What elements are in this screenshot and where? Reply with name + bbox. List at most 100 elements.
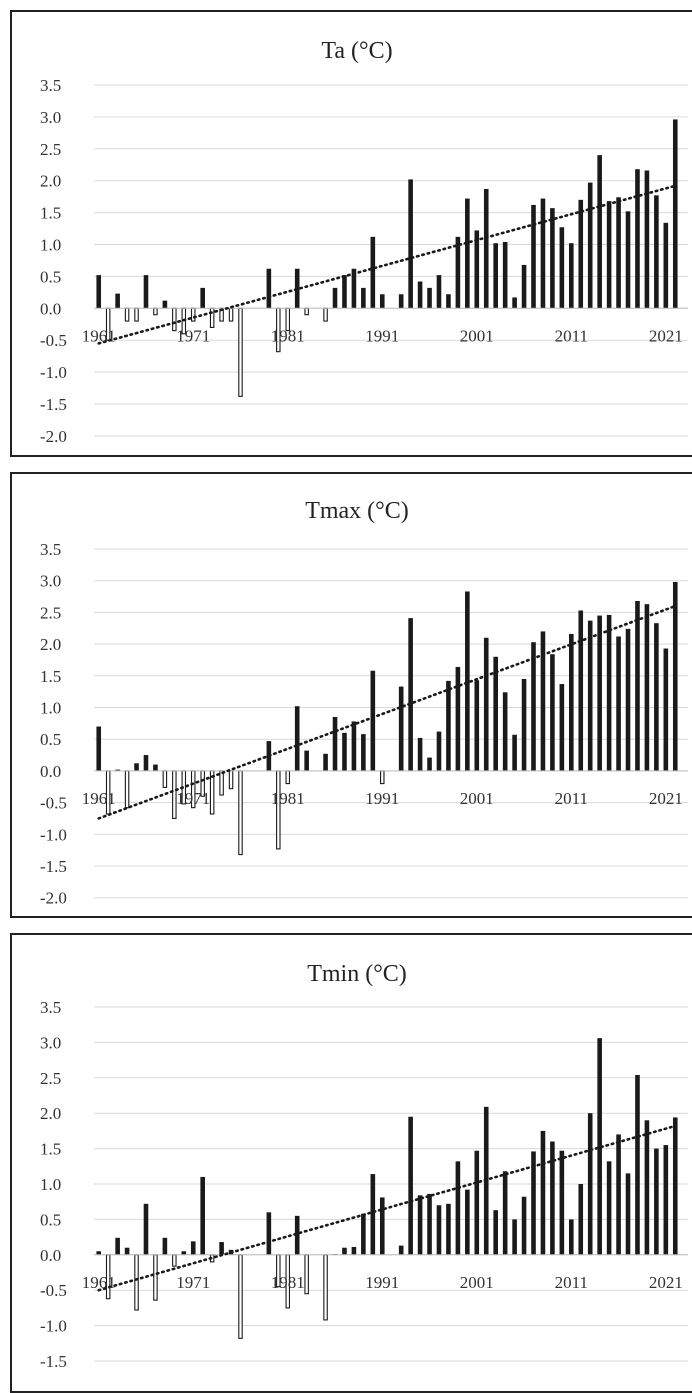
y-tick-label: -1.0 <box>40 1317 67 1336</box>
y-tick-label: 3.5 <box>40 998 61 1017</box>
x-tick-label: 1991 <box>365 789 399 808</box>
bar <box>483 637 489 771</box>
bar <box>124 770 130 809</box>
bar <box>540 1130 546 1255</box>
x-tick-label: 2011 <box>555 789 588 808</box>
bar <box>266 268 272 309</box>
bar <box>323 307 328 322</box>
bar <box>361 1213 366 1255</box>
bar <box>455 666 461 771</box>
bar <box>408 618 413 771</box>
bar <box>96 1251 102 1255</box>
bar <box>200 287 205 309</box>
y-tick-label: 3.5 <box>40 76 61 95</box>
bar <box>172 1254 177 1267</box>
bar <box>294 706 300 771</box>
y-tick-label: 0.0 <box>40 299 61 318</box>
x-tick-label: 1981 <box>271 789 305 808</box>
bar <box>550 1141 555 1255</box>
bar <box>616 197 621 309</box>
x-tick-label: 1981 <box>271 1273 305 1292</box>
tmin-chart-svg: Tmin (°C) 3.5 3.0 2.5 2.0 1.5 1.0 0.5 0.0 -0.5 -1… <box>40 961 688 1371</box>
bar <box>124 307 130 322</box>
y-tick-label: 0.5 <box>40 267 61 286</box>
x-tick-label: 1961 <box>82 789 116 808</box>
bar <box>209 307 215 328</box>
chart-title: Tmax (°C) <box>305 498 409 524</box>
bar <box>597 155 602 309</box>
bar <box>578 1184 584 1255</box>
ta-chart-svg: Ta (°C) 3.5 3.0 2.5 2.0 1.5 1.0 0.5 0.0 -0.5 -1.0… <box>40 38 688 446</box>
y-tick-label: 2.5 <box>40 140 61 159</box>
bar <box>323 1254 328 1321</box>
bar <box>219 770 224 796</box>
bar <box>531 642 536 771</box>
bar <box>190 1241 196 1255</box>
bar <box>436 1205 442 1255</box>
bar <box>502 1171 508 1255</box>
y-tick-label: -1.0 <box>40 363 67 382</box>
bar <box>398 294 404 309</box>
y-tick-label: -1.5 <box>40 1352 67 1371</box>
trend-line <box>97 184 677 345</box>
bar <box>379 294 385 309</box>
bar <box>465 1189 470 1255</box>
bar <box>162 1237 168 1255</box>
bar <box>672 119 678 309</box>
bar <box>521 264 527 309</box>
bar <box>370 1174 376 1255</box>
bar <box>635 1074 640 1255</box>
y-tick-label: 1.5 <box>40 667 61 686</box>
bar <box>417 1195 423 1255</box>
bar <box>398 686 404 771</box>
bar <box>606 614 612 771</box>
trend-line <box>97 604 677 820</box>
bar <box>134 307 139 322</box>
bar <box>153 1254 158 1301</box>
bar <box>474 230 480 309</box>
bar <box>493 1210 498 1255</box>
x-tick-label: 2001 <box>460 326 494 345</box>
bar <box>531 1151 536 1255</box>
y-tick-label: -1.5 <box>40 857 67 876</box>
x-tick-label: 2021 <box>649 326 683 345</box>
bar <box>294 1215 300 1255</box>
bar <box>238 1254 243 1339</box>
bar <box>625 1173 631 1255</box>
bar <box>672 581 678 771</box>
bar <box>569 633 574 771</box>
bar <box>474 1150 480 1255</box>
bar <box>351 1247 357 1255</box>
bar <box>663 1145 669 1255</box>
bar <box>587 620 593 771</box>
bar <box>521 1196 527 1255</box>
bar <box>578 610 584 771</box>
tmin-chart-panel: Tmin (°C) 3.5 3.0 2.5 2.0 1.5 1.0 0.5 0.0 -0.5 -1… <box>10 933 692 1393</box>
bar <box>531 204 536 309</box>
y-tick-label: -0.5 <box>40 331 67 350</box>
bar <box>446 1203 451 1255</box>
bar <box>455 1161 461 1255</box>
bar <box>512 297 517 309</box>
bar <box>436 731 442 771</box>
bar <box>361 287 366 309</box>
x-tick-label: 1991 <box>365 1273 399 1292</box>
y-tick-label: 2.0 <box>40 1104 61 1123</box>
chart-title: Ta (°C) <box>321 38 392 64</box>
bar <box>304 1254 309 1295</box>
bar <box>625 628 631 771</box>
bar <box>238 307 243 397</box>
bar <box>238 770 243 856</box>
bar <box>644 1120 650 1255</box>
x-tick-label: 2021 <box>649 1273 683 1292</box>
y-tick-label: 0.0 <box>40 762 61 781</box>
y-tick-label: 0.5 <box>40 730 61 749</box>
bar <box>521 678 527 771</box>
bar <box>380 770 385 785</box>
x-tick-label: 2011 <box>555 1273 588 1292</box>
bar <box>115 1237 120 1255</box>
bar <box>427 287 432 309</box>
y-tick-label: 3.0 <box>40 572 61 591</box>
bar <box>654 1148 659 1255</box>
bar <box>285 770 291 785</box>
